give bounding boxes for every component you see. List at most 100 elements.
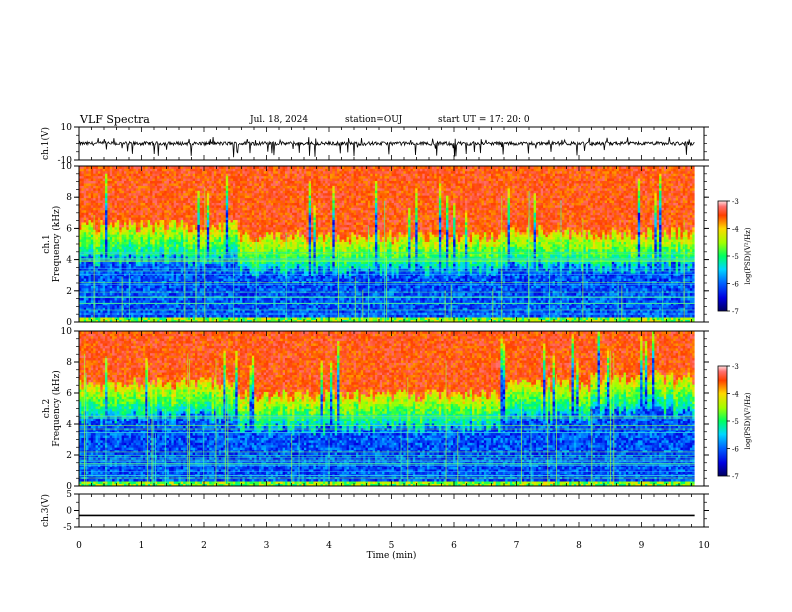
spectrogram-cell — [202, 219, 205, 223]
spectrogram-cell — [131, 183, 134, 186]
spectrogram-cell — [133, 212, 137, 216]
spectrogram-cell — [192, 185, 196, 189]
spectrogram-cell — [213, 287, 217, 291]
spectrogram-cell — [88, 292, 92, 296]
spectrogram-cell — [180, 187, 184, 191]
spectrogram-cell — [195, 202, 198, 206]
spectrogram-cell — [178, 173, 182, 177]
spectrogram-cell — [152, 217, 156, 221]
spectrogram-cell — [93, 187, 96, 191]
spectrogram-cell — [218, 207, 222, 211]
spectrogram-cell — [81, 309, 85, 313]
spectrogram-cell — [228, 292, 231, 296]
spectrogram-cell — [254, 304, 257, 308]
spectrogram-cell — [228, 226, 231, 230]
spectrogram-cell — [105, 187, 108, 191]
spectrogram-cell — [109, 270, 113, 274]
spectrogram-cell — [247, 175, 250, 179]
spectrogram-cell — [223, 280, 227, 284]
spectrogram-cell — [157, 185, 160, 189]
spectrogram-cell — [112, 297, 115, 301]
spectrogram-cell — [105, 265, 108, 269]
spectrogram-cell — [216, 185, 220, 189]
spectrogram-cell — [178, 224, 182, 228]
spectrogram-cell — [256, 180, 260, 184]
spectrogram-cell — [183, 202, 186, 206]
spectrogram-cell — [202, 265, 205, 269]
spectrogram-cell — [126, 183, 130, 186]
spectrogram-cell — [223, 197, 227, 201]
spectrogram-cell — [232, 231, 236, 235]
spectrogram-cell — [213, 207, 217, 211]
spectrogram-cell — [204, 317, 208, 320]
spectrogram-cell — [178, 209, 182, 213]
spectrogram-cell — [133, 275, 137, 279]
spectrogram-cell — [173, 268, 177, 272]
spectrogram-cell — [223, 212, 227, 216]
spectrogram-cell — [128, 205, 132, 208]
spectrogram-cell — [97, 290, 101, 294]
spectrogram-cell — [93, 178, 96, 182]
spectrogram-cell — [128, 290, 132, 294]
y-tick-label: 10 — [61, 123, 73, 133]
spectrogram-cell — [97, 200, 101, 203]
spectrogram-cell — [119, 287, 123, 291]
spectrogram-cell — [211, 173, 215, 177]
spectrogram-cell — [232, 263, 236, 267]
spectrogram-cell — [254, 200, 257, 203]
spectrogram-cell — [119, 280, 123, 284]
spectrogram-cell — [131, 300, 134, 303]
spectrogram-cell — [254, 246, 257, 250]
spectrogram-cell — [86, 268, 89, 272]
spectrogram-cell — [176, 178, 179, 182]
spectrogram-cell — [216, 212, 220, 216]
spectrogram-cell — [168, 168, 172, 172]
spectrogram-cell — [249, 205, 253, 208]
spectrogram-cell — [140, 178, 144, 182]
spectrogram-cell — [192, 244, 196, 247]
spectrogram-cell — [109, 187, 113, 191]
spectrogram-cell — [199, 197, 203, 201]
spectrogram-cell — [235, 187, 239, 191]
spectrogram-cell — [240, 207, 243, 211]
spectrogram-cell — [199, 190, 203, 194]
spectrogram-cell — [159, 241, 163, 245]
spectrogram-cell — [242, 224, 246, 228]
spectrogram-cell — [244, 241, 248, 245]
spectrogram-cell — [88, 190, 92, 194]
spectrogram-cell — [209, 309, 212, 313]
spectrogram-cell — [152, 300, 156, 303]
spectrogram-cell — [173, 205, 177, 208]
spectrogram-cell — [79, 222, 82, 225]
spectrogram-cell — [218, 246, 222, 250]
spectrogram-cell — [206, 256, 210, 260]
spectrogram-cell — [157, 187, 160, 191]
spectrogram-cell — [157, 217, 160, 221]
spectrogram-cell — [216, 263, 220, 267]
spectrogram-cell — [180, 166, 184, 169]
spectrogram-cell — [133, 207, 137, 211]
spectrogram-cell — [235, 190, 239, 194]
spectrogram-cell — [93, 217, 96, 221]
spectrogram-cell — [128, 270, 132, 274]
spectrogram-cell — [251, 263, 255, 267]
spectrogram-cell — [251, 304, 255, 308]
spectrogram-cell — [235, 168, 239, 172]
spectrogram-cell — [216, 190, 220, 194]
spectrogram-cell — [95, 192, 99, 196]
spectrogram-cell — [168, 285, 172, 289]
spectrogram-cell — [192, 209, 196, 213]
spectrogram-cell — [97, 226, 101, 230]
spectrogram-cell — [140, 209, 144, 213]
spectrogram-cell — [83, 231, 87, 235]
spectrogram-cell — [121, 270, 125, 274]
spectrogram-cell — [133, 187, 137, 191]
spectrogram-cell — [126, 173, 130, 177]
spectrogram-cell — [121, 261, 125, 264]
spectrogram-cell — [79, 265, 82, 269]
spectrogram-cell — [249, 263, 253, 267]
spectrogram-cell — [105, 202, 108, 206]
spectrogram-cell — [157, 297, 160, 301]
spectrogram-cell — [81, 170, 85, 174]
spectrogram-cell — [140, 195, 144, 199]
